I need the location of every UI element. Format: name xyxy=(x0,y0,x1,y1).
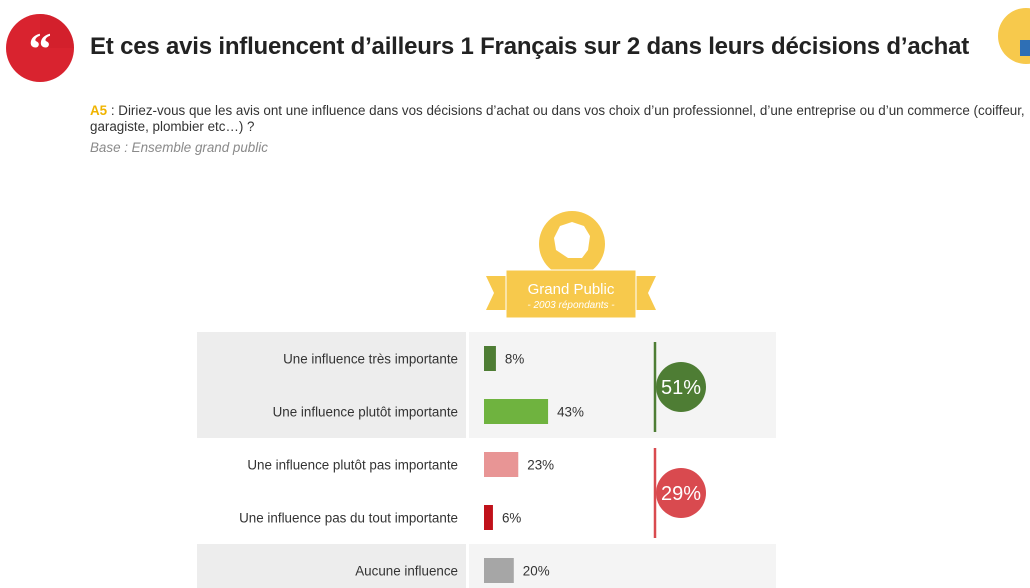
value-label: 20% xyxy=(523,564,550,579)
grand-public-badge: Grand Public - 2003 répondants - xyxy=(486,211,656,319)
value-label: 43% xyxy=(557,405,584,420)
bar xyxy=(484,452,519,477)
group-total-circle xyxy=(656,468,706,518)
question-code: A5 xyxy=(90,103,108,118)
value-label: 6% xyxy=(502,511,521,526)
bar xyxy=(484,558,514,583)
chart-groups: 51% 29% xyxy=(653,342,706,538)
value-label: 23% xyxy=(527,458,554,473)
bar xyxy=(484,346,496,371)
row-label-bg xyxy=(197,332,466,385)
row-bar-bg xyxy=(469,332,776,385)
chart-rows: Une influence très importante 8% Une influ… xyxy=(197,332,776,588)
group-total-label: 51% xyxy=(661,377,701,399)
badge-plate xyxy=(505,269,637,319)
ribbon-right xyxy=(636,276,656,310)
quote-icon: “ xyxy=(6,14,74,82)
base-note: Base : Ensemble grand public xyxy=(90,140,268,155)
france-map-icon xyxy=(998,8,1030,64)
category-label: Aucune influence xyxy=(355,564,458,579)
category-label: Une influence plutôt importante xyxy=(273,405,458,420)
badge-subtitle: - 2003 répondants - xyxy=(527,300,615,311)
france-map-icon xyxy=(554,222,590,258)
category-label: Une influence plutôt pas importante xyxy=(247,458,458,473)
category-label: Une influence pas du tout importante xyxy=(239,511,458,526)
ribbon-left xyxy=(486,276,506,310)
value-label: 8% xyxy=(505,352,524,367)
question-body: : Diriez-vous que les avis ont une influ… xyxy=(90,103,1025,134)
group-total-circle xyxy=(656,362,706,412)
group-total-label: 29% xyxy=(661,483,701,505)
row-label-bg xyxy=(197,544,466,588)
svg-text:“: “ xyxy=(29,23,52,74)
row-label-bg xyxy=(197,385,466,438)
page-title: Et ces avis influencent d’ailleurs 1 Fra… xyxy=(90,33,970,60)
bar xyxy=(484,505,493,530)
question-text: A5 : Diriez-vous que les avis ont une in… xyxy=(90,103,1030,135)
row-bar-bg xyxy=(469,544,776,588)
bar xyxy=(484,399,549,424)
badge-title: Grand Public xyxy=(528,281,615,298)
category-label: Une influence très importante xyxy=(283,352,458,367)
